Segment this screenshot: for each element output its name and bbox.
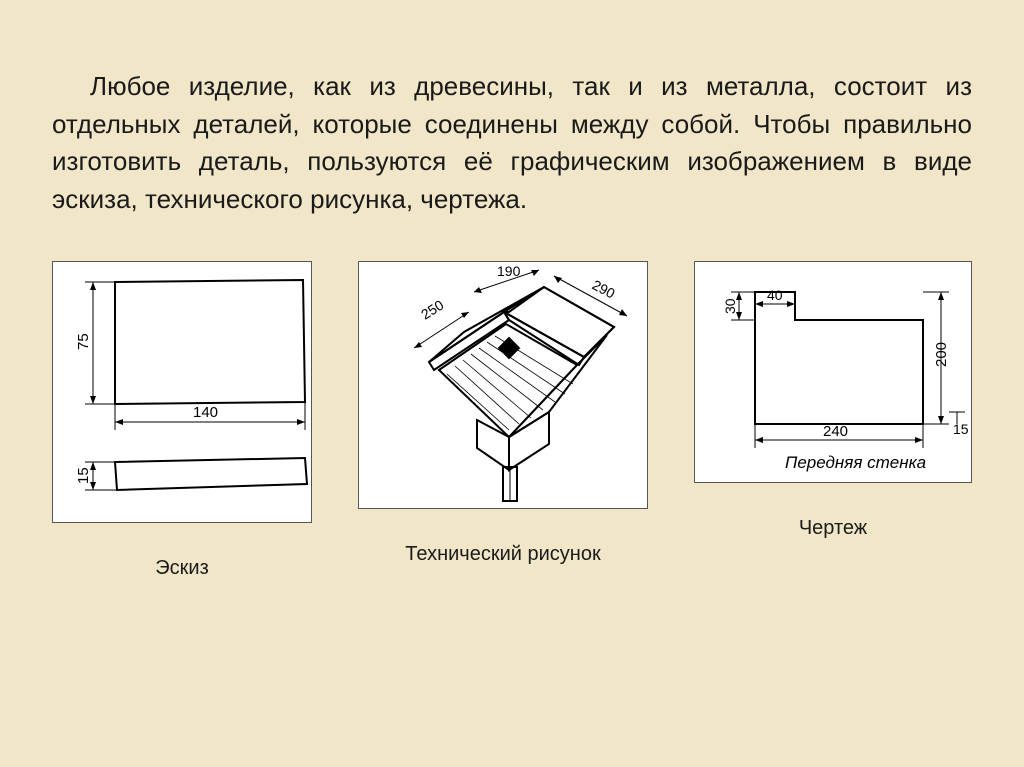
sketch-svg: 140 75 15 bbox=[53, 262, 313, 524]
caption-sketch: Эскиз bbox=[155, 557, 208, 580]
caption-drawing: Чертеж bbox=[799, 517, 867, 540]
dim-roof-front: 190 bbox=[497, 263, 521, 279]
drawing-subtitle: Передняя стенка bbox=[785, 453, 926, 472]
dim-notch-w: 40 bbox=[767, 287, 783, 303]
sketch-panel: 140 75 15 bbox=[52, 261, 312, 523]
techdraw-panel: 190 290 250 bbox=[358, 261, 648, 509]
drawing-panel: 240 200 40 30 bbox=[694, 261, 972, 483]
dim-depth: 250 bbox=[418, 296, 446, 322]
dim-height: 200 bbox=[933, 342, 950, 367]
dim-width: 240 bbox=[823, 423, 848, 440]
caption-techdraw: Технический рисунок bbox=[405, 543, 600, 566]
dim-h: 75 bbox=[75, 333, 92, 350]
body-text: Любое изделие, как из древесины, так и и… bbox=[52, 68, 972, 219]
slide-page: Любое изделие, как из древесины, так и и… bbox=[0, 0, 1024, 767]
paragraph-text: Любое изделие, как из древесины, так и и… bbox=[52, 71, 972, 214]
dim-notch-h: 30 bbox=[722, 298, 738, 314]
figure-row: 140 75 15 Эскиз bbox=[52, 261, 972, 580]
drawing-svg: 240 200 40 30 bbox=[695, 262, 973, 484]
figure-techdraw: 190 290 250 Технический рисунок bbox=[358, 261, 648, 566]
dim-plank: 15 bbox=[75, 467, 92, 484]
dim-w: 140 bbox=[193, 404, 218, 421]
techdraw-svg: 190 290 250 bbox=[359, 262, 649, 510]
dim-thick: 15 bbox=[953, 421, 969, 437]
figure-drawing: 240 200 40 30 bbox=[694, 261, 972, 540]
figure-sketch: 140 75 15 Эскиз bbox=[52, 261, 312, 580]
